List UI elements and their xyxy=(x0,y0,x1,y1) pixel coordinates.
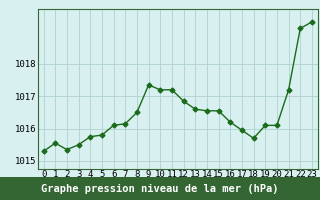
Text: Graphe pression niveau de la mer (hPa): Graphe pression niveau de la mer (hPa) xyxy=(41,183,279,194)
